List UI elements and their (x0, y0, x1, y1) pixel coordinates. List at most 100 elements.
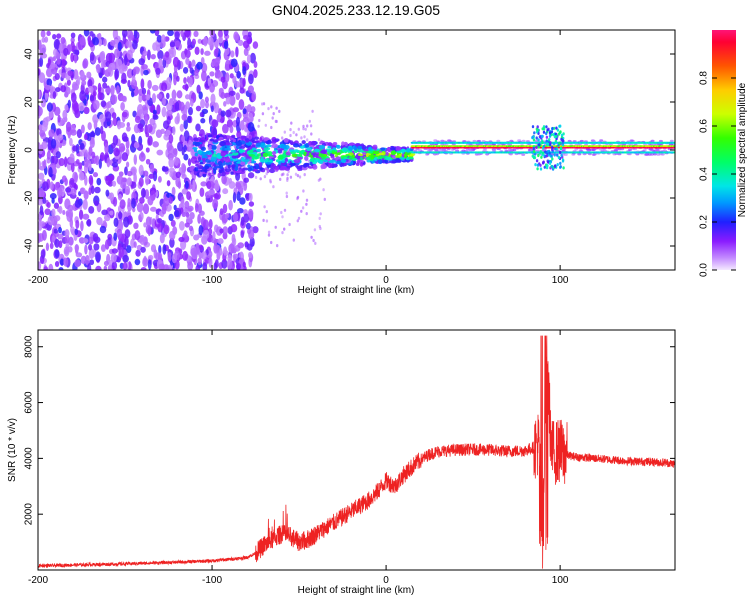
heatmap-cell (313, 159, 320, 162)
heatmap-cell (130, 90, 135, 98)
heatmap-cell (232, 138, 236, 143)
heatmap-cell (158, 245, 162, 254)
heatmap-cell (261, 102, 264, 106)
heatmap-cell (186, 191, 192, 201)
heatmap-cell (223, 40, 229, 50)
heatmap-cell (46, 78, 53, 87)
heatmap-cell (143, 69, 149, 76)
heatmap-cell (88, 175, 94, 186)
heatmap-cell (428, 149, 433, 152)
heatmap-cell (248, 135, 252, 140)
heatmap-cell (38, 68, 41, 76)
heatmap-cell (161, 106, 167, 118)
heatmap-cell (319, 141, 323, 145)
heatmap-cell (79, 90, 86, 102)
heatmap-cell (166, 102, 173, 112)
heatmap-cell (248, 192, 253, 202)
heatmap-cell (75, 158, 80, 165)
heatmap-cell (562, 166, 565, 170)
heatmap-cell (621, 143, 626, 146)
heatmap-cell (220, 110, 226, 117)
heatmap-cell (559, 124, 562, 128)
heatmap-cell (296, 195, 300, 199)
heatmap-cell (52, 33, 57, 40)
heatmap-cell (274, 138, 280, 142)
heatmap-cell (447, 139, 452, 142)
heatmap-cell (461, 149, 466, 152)
heatmap-cell (296, 156, 303, 160)
heatmap-cell (182, 67, 189, 74)
heatmap-cell (211, 119, 219, 128)
y-tick-label: -20 (24, 190, 35, 205)
heatmap-cell (628, 148, 632, 152)
heatmap-cell (389, 160, 397, 164)
heatmap-cell (62, 109, 68, 120)
heatmap-cell (367, 150, 374, 154)
heatmap-cell (201, 146, 206, 151)
heatmap-cell (78, 237, 85, 244)
heatmap-cell (118, 171, 124, 177)
heatmap-cell (269, 178, 272, 182)
heatmap-cell (63, 257, 69, 267)
heatmap-cell (38, 106, 43, 117)
heatmap-cell (74, 172, 78, 183)
heatmap-cell (50, 138, 57, 149)
heatmap-cell (237, 242, 245, 249)
chart-title: GN04.2025.233.12.19.G05 (272, 2, 440, 18)
heatmap-cell (354, 145, 358, 151)
heatmap-cell (54, 261, 60, 267)
heatmap-cell (112, 134, 119, 146)
heatmap-cell (124, 229, 131, 239)
heatmap-cell (561, 139, 565, 143)
heatmap-cell (104, 239, 110, 250)
heatmap-cell (65, 121, 72, 133)
heatmap-cell (230, 149, 237, 153)
heatmap-cell (246, 54, 251, 64)
heatmap-cell (348, 152, 354, 156)
heatmap-cell (278, 109, 281, 113)
heatmap-cell (118, 211, 123, 220)
heatmap-cell (265, 219, 269, 223)
heatmap-cell (236, 70, 241, 79)
heatmap-cell (39, 129, 46, 137)
heatmap-cell (196, 84, 201, 94)
heatmap-cell (78, 171, 85, 181)
heatmap-cell (202, 229, 210, 240)
heatmap-cell (199, 161, 204, 165)
heatmap-cell (541, 161, 545, 165)
heatmap-cell (126, 177, 132, 187)
heatmap-cell (555, 134, 558, 138)
heatmap-cell (38, 220, 43, 231)
heatmap-cell (194, 152, 198, 157)
heatmap-cell (557, 132, 561, 136)
heatmap-cell (230, 58, 238, 68)
heatmap-cell (88, 187, 92, 196)
heatmap-cell (39, 56, 44, 68)
heatmap-cell (468, 149, 473, 152)
heatmap-cell (243, 34, 250, 41)
heatmap-cell (38, 199, 43, 206)
heatmap-cell (126, 170, 133, 177)
heatmap-cell (168, 213, 174, 222)
heatmap-cell (327, 162, 333, 169)
heatmap-cell (204, 50, 211, 56)
heatmap-cell (111, 112, 117, 119)
heatmap-cell (201, 251, 207, 260)
heatmap-cell (365, 156, 371, 161)
heatmap-cell (176, 90, 183, 99)
heatmap-cell (81, 80, 87, 86)
heatmap-cell (201, 62, 208, 73)
heatmap-cell (200, 136, 206, 141)
heatmap-cell (532, 138, 536, 142)
heatmap-cell (231, 152, 239, 156)
heatmap-cell (93, 243, 100, 251)
heatmap-cell (152, 109, 157, 115)
heatmap-cell (72, 145, 78, 152)
heatmap-cell (300, 136, 303, 140)
heatmap-cell (306, 124, 309, 128)
heatmap-cell (65, 187, 72, 193)
heatmap-cell (200, 48, 204, 56)
heatmap-cell (103, 38, 107, 47)
heatmap-cell (328, 148, 332, 154)
heatmap-cell (331, 163, 338, 168)
